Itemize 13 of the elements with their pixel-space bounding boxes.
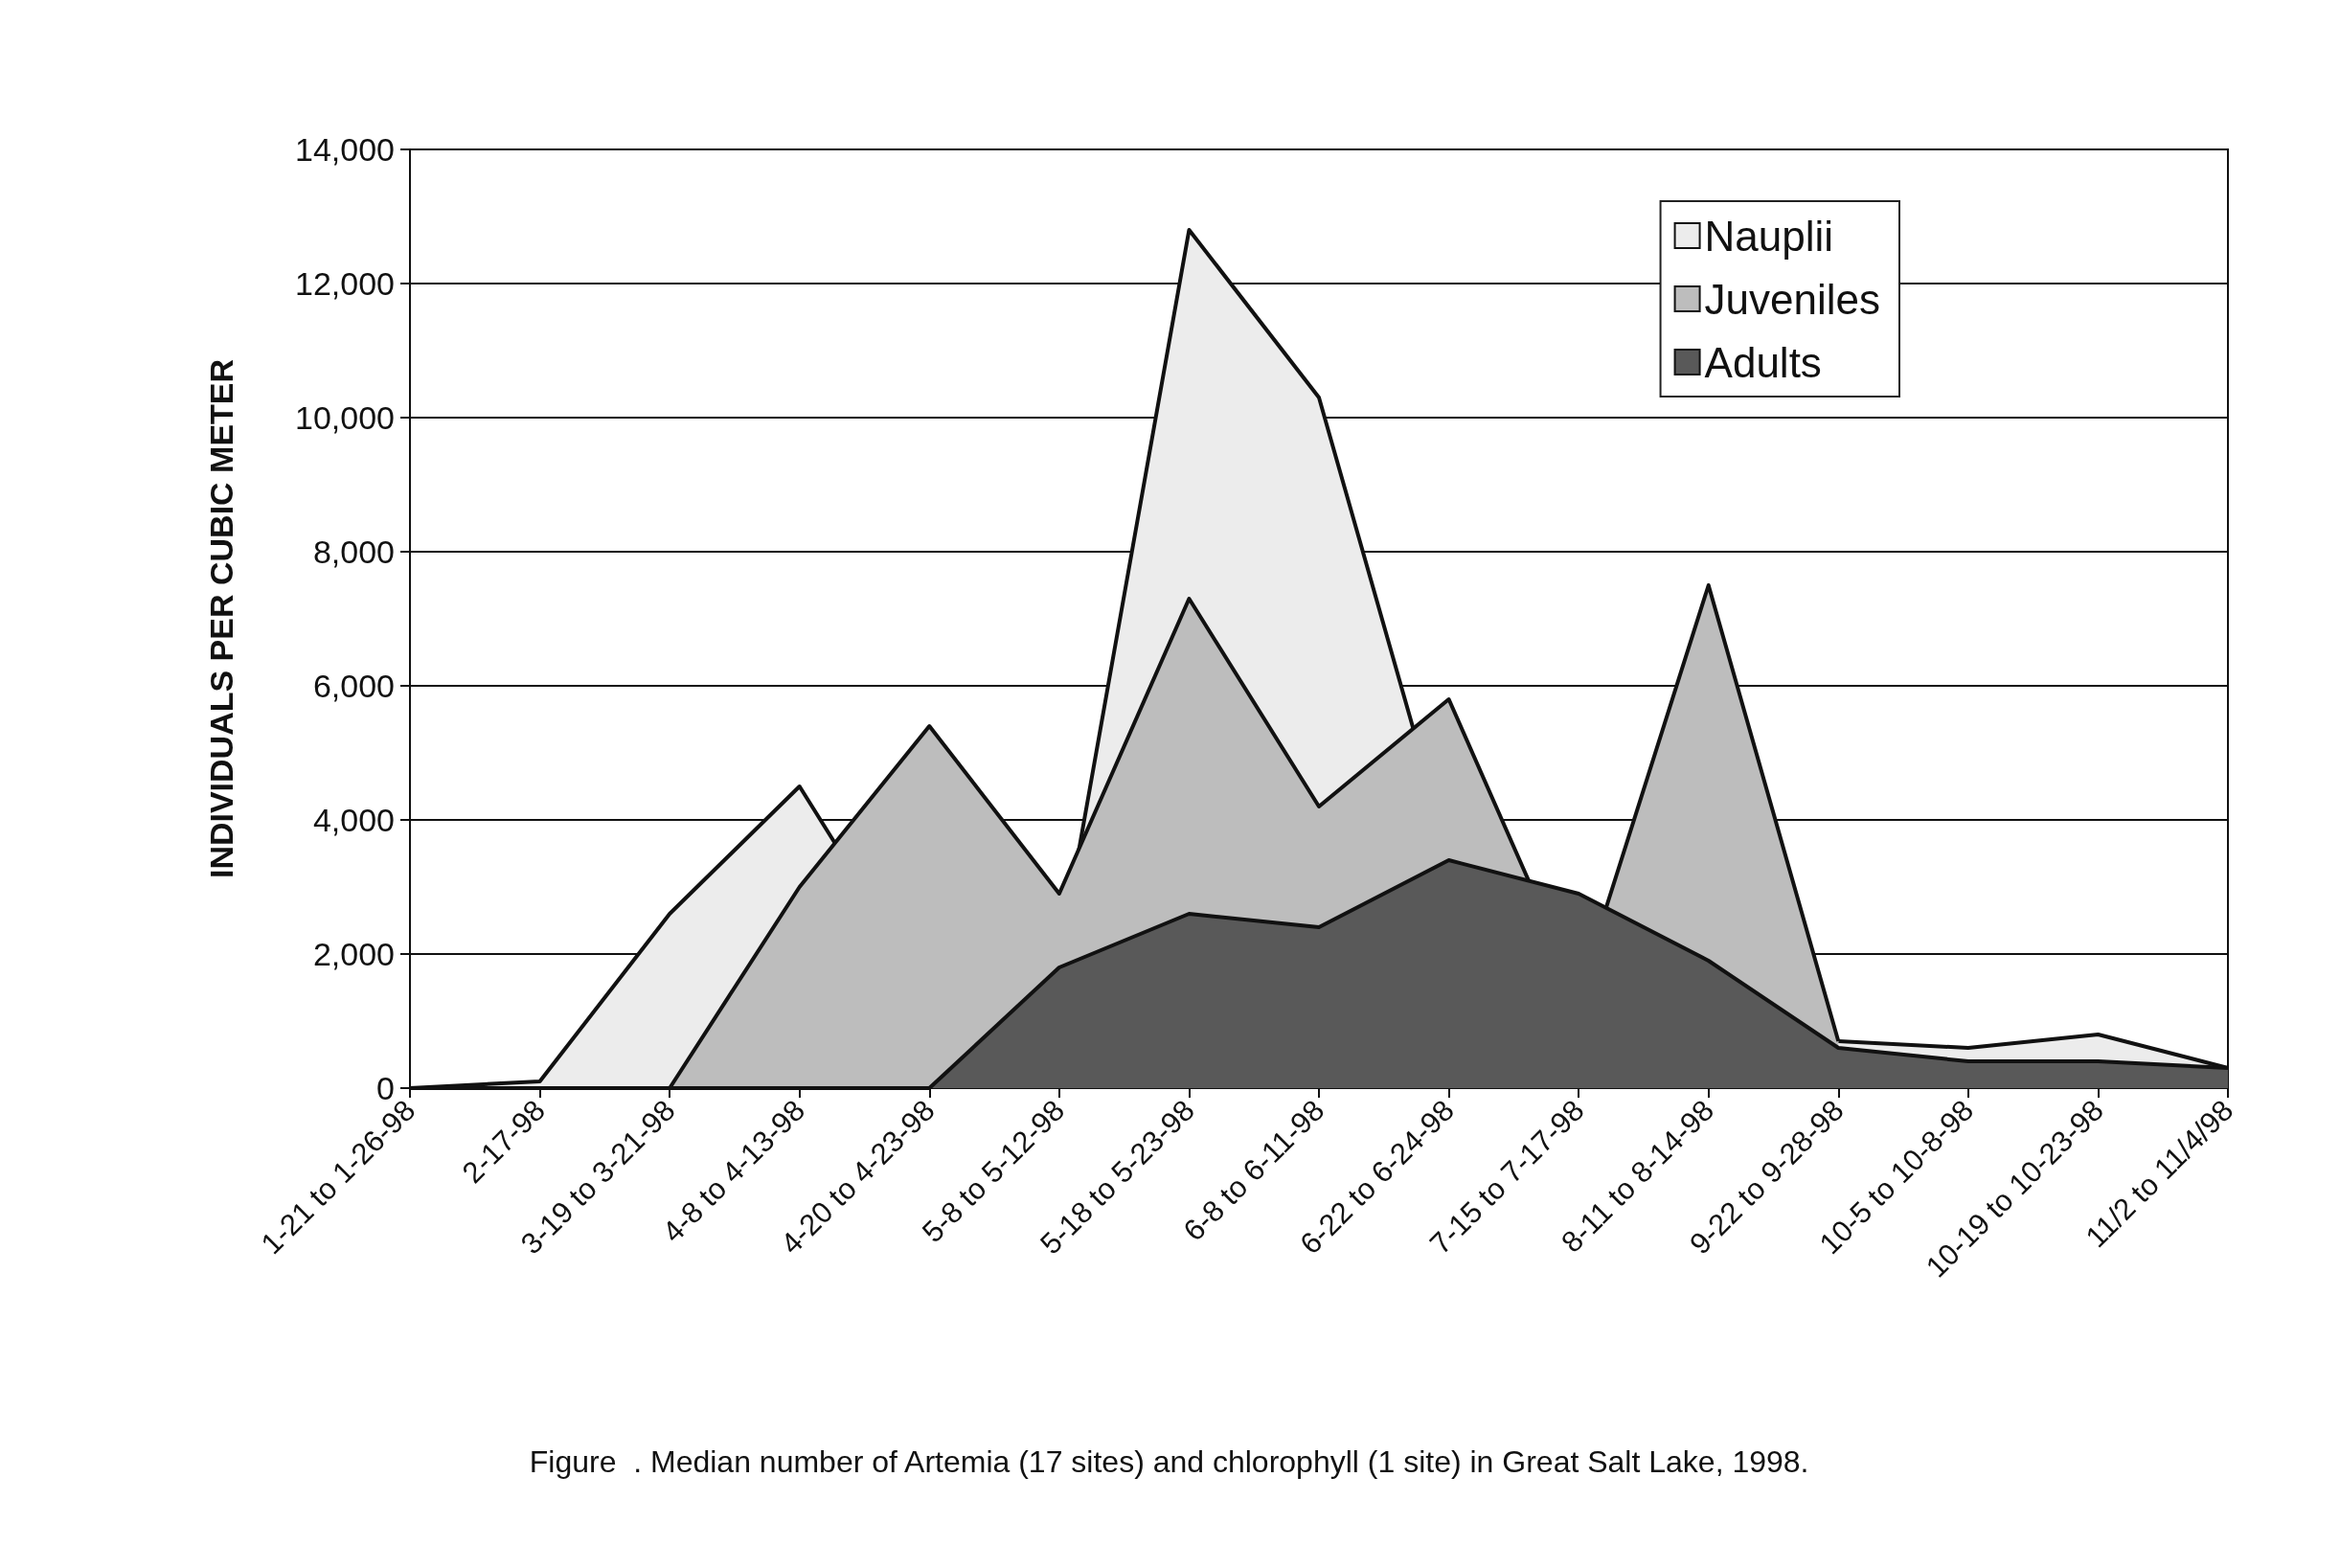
- y-tick-label: 14,000: [295, 131, 395, 168]
- y-tick-label: 10,000: [295, 399, 395, 436]
- y-tick-label: 6,000: [312, 668, 395, 704]
- y-tick-label: 12,000: [295, 265, 395, 302]
- text: Figure . Median number of Artemia (17 sites) and chlorophyll (1 site) in Great Salt Lake, 1998.: [529, 1444, 1809, 1479]
- y-tick-label: 8,000: [312, 534, 395, 570]
- legend-label: Nauplii: [1704, 212, 1834, 260]
- y-tick-label: 4,000: [312, 802, 395, 838]
- legend-label: Juveniles: [1704, 275, 1880, 323]
- legend-label: Adults: [1704, 338, 1822, 386]
- y-axis-title: INDIVIDUALS PER CUBIC METER: [203, 358, 239, 879]
- y-tick-label: 0: [376, 1070, 395, 1106]
- y-tick-label: 2,000: [312, 936, 395, 972]
